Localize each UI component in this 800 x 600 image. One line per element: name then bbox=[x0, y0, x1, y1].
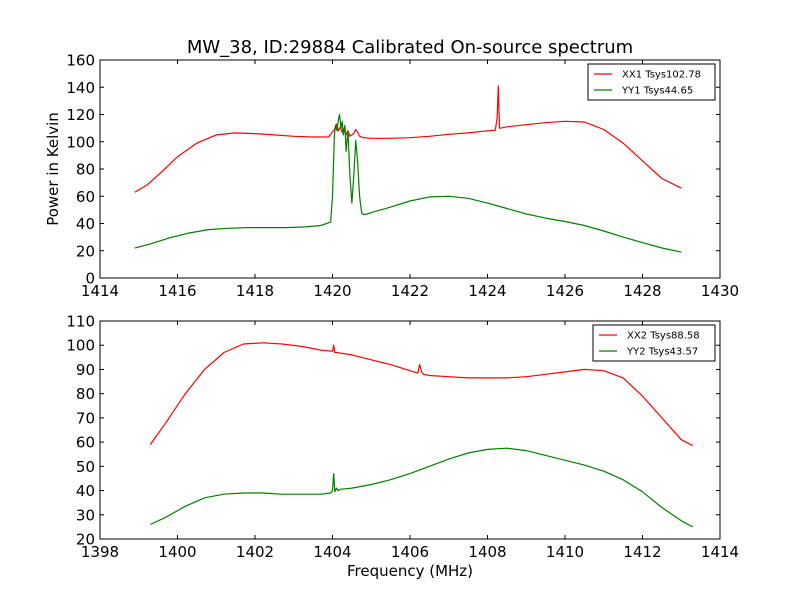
top-panel-y-tick-label: 160 bbox=[66, 52, 95, 70]
bottom-panel-x-tick-label: 1402 bbox=[236, 543, 274, 561]
top-panel-y-axis-label: Power in Kelvin bbox=[44, 112, 62, 226]
bottom-panel-y-tick-label: 20 bbox=[76, 531, 95, 549]
top-panel-x-tick-label: 1428 bbox=[623, 282, 661, 300]
top-panel-x-tick-label: 1414 bbox=[81, 282, 119, 300]
bottom-panel-legend-xx-label: XX2 Tsys88.58 bbox=[627, 331, 700, 342]
bottom-panel-series bbox=[149, 342, 694, 528]
bottom-panel-y-tick-label: 40 bbox=[76, 482, 95, 500]
bottom-panel-y-tick-label: 70 bbox=[76, 409, 95, 427]
top-panel-y-tick-label: 80 bbox=[76, 161, 95, 179]
bottom-panel-legend: XX2 Tsys88.58 YY2 Tsys43.57 bbox=[592, 324, 716, 362]
bottom-panel-x-tick-label: 1406 bbox=[391, 543, 429, 561]
bottom-panel-y-tick-label: 30 bbox=[76, 506, 95, 524]
bottom-panel-x-tick-label: 1404 bbox=[313, 543, 351, 561]
bottom-panel-y-tick-label: 90 bbox=[76, 361, 95, 379]
bottom-panel: 1398 1400 1402 1404 1406 1408 1410 1412 1414 20 30… bbox=[66, 313, 739, 581]
top-panel-legend-xx-label: XX1 Tsys102.78 bbox=[622, 70, 701, 81]
top-panel-y-tick-label: 0 bbox=[85, 270, 95, 288]
top-panel-y-tick-label: 140 bbox=[66, 79, 95, 97]
top-panel-series bbox=[134, 85, 682, 253]
top-panel-x-tick-label: 1426 bbox=[546, 282, 584, 300]
bottom-panel-x-axis-label: Frequency (MHz) bbox=[347, 562, 473, 580]
top-panel-x-tick-label: 1420 bbox=[313, 282, 351, 300]
top-panel-y-tick-label: 40 bbox=[76, 215, 95, 233]
bottom-panel-legend-yy-label: YY2 Tsys43.57 bbox=[626, 347, 698, 358]
bottom-panel-ticks: 1398 1400 1402 1404 1406 1408 1410 1412 1414 20 30… bbox=[66, 313, 739, 562]
chart-title: MW_38, ID:29884 Calibrated On-source spe… bbox=[187, 37, 633, 58]
top-panel-x-tick-label: 1430 bbox=[701, 282, 739, 300]
top-panel-series-yy-line bbox=[134, 113, 682, 253]
top-panel-x-tick-label: 1416 bbox=[158, 282, 196, 300]
bottom-panel-legend-box bbox=[592, 324, 716, 362]
top-panel-x-tick-label: 1418 bbox=[236, 282, 274, 300]
bottom-panel-y-tick-label: 50 bbox=[76, 458, 95, 476]
top-panel-legend-yy-label: YY1 Tsys44.65 bbox=[621, 86, 693, 97]
top-panel-x-tick-label: 1422 bbox=[391, 282, 429, 300]
bottom-panel-x-tick-label: 1398 bbox=[81, 543, 119, 561]
top-panel-y-tick-label: 60 bbox=[76, 188, 95, 206]
bottom-panel-y-tick-label: 60 bbox=[76, 434, 95, 452]
top-panel-legend: XX1 Tsys102.78 YY1 Tsys44.65 bbox=[587, 63, 716, 101]
bottom-panel-series-yy-line bbox=[150, 447, 694, 528]
bottom-panel-y-tick-label: 80 bbox=[76, 385, 95, 403]
top-panel-ticks: 1414 1416 1418 1420 1422 1424 1426 1428 1430 0 20 4… bbox=[66, 52, 739, 301]
top-panel-series-xx-line bbox=[134, 85, 682, 193]
top-panel-legend-box bbox=[587, 63, 716, 101]
top-panel: 1414 1416 1418 1420 1422 1424 1426 1428 1430 0 20 4… bbox=[44, 52, 739, 301]
top-panel-y-tick-label: 100 bbox=[66, 133, 95, 151]
bottom-panel-y-tick-label: 100 bbox=[66, 337, 95, 355]
top-panel-x-tick-label: 1424 bbox=[468, 282, 506, 300]
top-panel-y-tick-label: 120 bbox=[66, 106, 95, 124]
bottom-panel-x-tick-label: 1410 bbox=[546, 543, 584, 561]
bottom-panel-y-tick-label: 110 bbox=[66, 313, 95, 331]
bottom-panel-x-tick-label: 1414 bbox=[701, 543, 739, 561]
bottom-panel-x-tick-label: 1400 bbox=[158, 543, 196, 561]
bottom-panel-x-tick-label: 1412 bbox=[623, 543, 661, 561]
bottom-panel-series-xx-line bbox=[149, 342, 694, 447]
bottom-panel-x-tick-label: 1408 bbox=[468, 543, 506, 561]
top-panel-y-tick-label: 20 bbox=[76, 242, 95, 260]
